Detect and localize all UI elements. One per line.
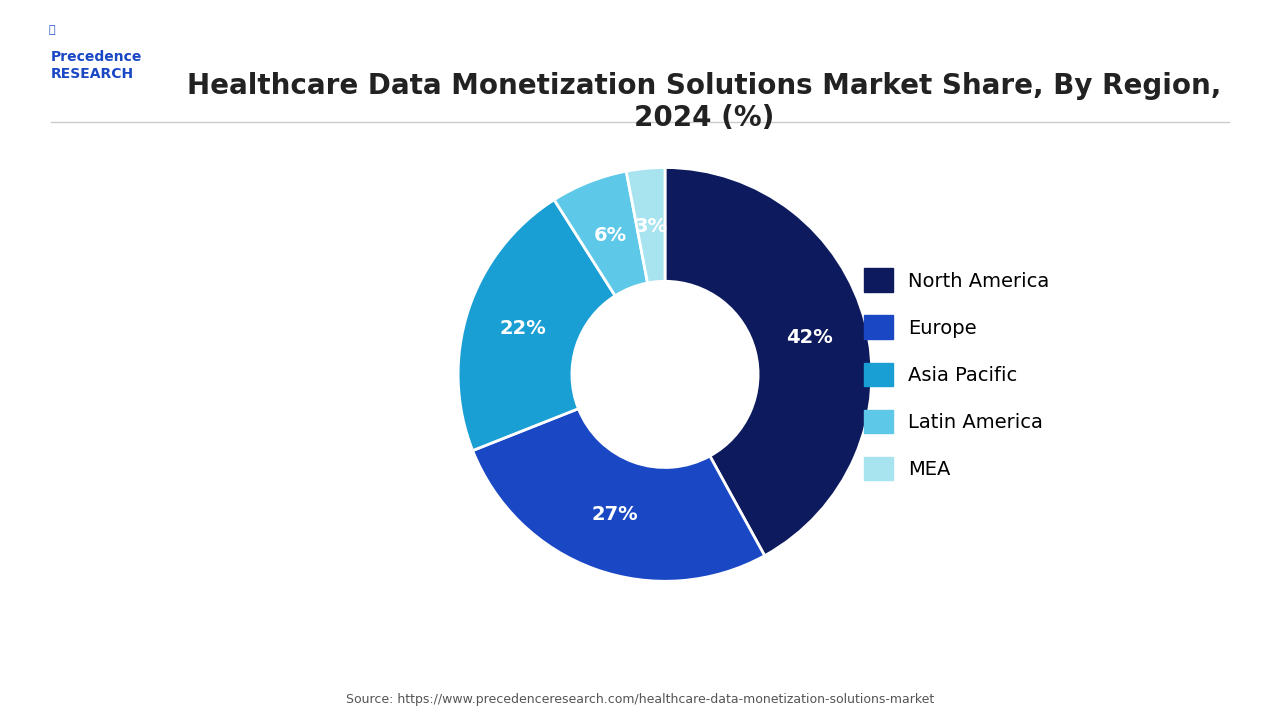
Text: ⬛: ⬛ (49, 25, 55, 35)
Text: Source: https://www.precedenceresearch.com/healthcare-data-monetization-solution: Source: https://www.precedenceresearch.c… (346, 693, 934, 706)
Text: Healthcare Data Monetization Solutions Market Share, By Region,
2024 (%): Healthcare Data Monetization Solutions M… (187, 72, 1221, 132)
Text: 3%: 3% (635, 217, 667, 235)
Wedge shape (626, 168, 666, 283)
Text: 27%: 27% (591, 505, 637, 524)
Legend: North America, Europe, Asia Pacific, Latin America, MEA: North America, Europe, Asia Pacific, Lat… (856, 261, 1057, 488)
Wedge shape (472, 409, 764, 581)
Wedge shape (666, 168, 872, 556)
Text: 6%: 6% (594, 226, 627, 246)
Text: 22%: 22% (500, 319, 547, 338)
Text: Precedence
RESEARCH: Precedence RESEARCH (51, 50, 142, 81)
Text: 42%: 42% (786, 328, 833, 347)
Wedge shape (554, 171, 648, 296)
Wedge shape (458, 199, 616, 451)
